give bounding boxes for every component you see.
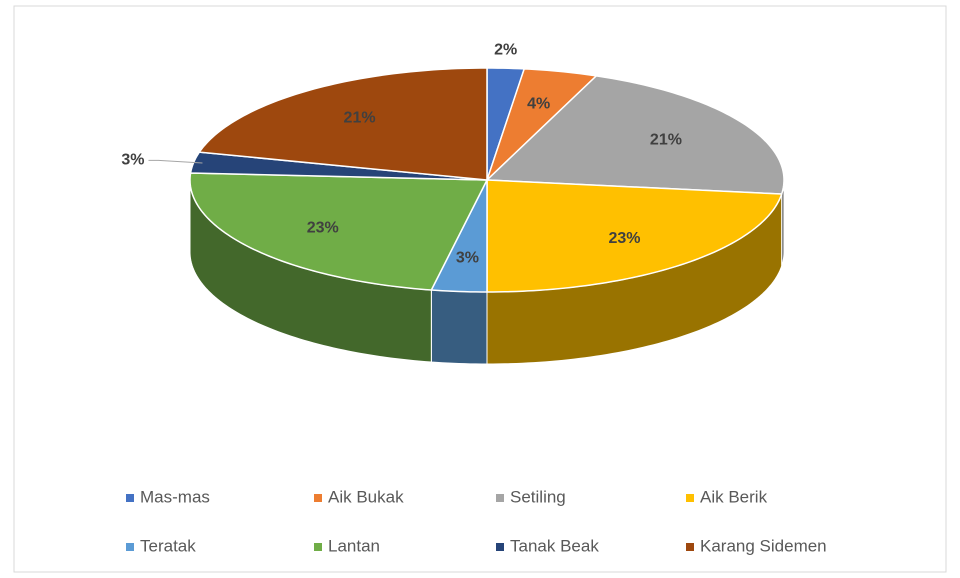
legend-label: Lantan [328, 536, 380, 555]
legend-swatch [686, 494, 694, 502]
data-label: 21% [344, 109, 376, 126]
slice [486, 179, 783, 293]
legend-label: Karang Sidemen [700, 536, 827, 555]
legend-label: Mas-mas [140, 487, 210, 506]
data-label: 4% [527, 95, 550, 112]
legend-swatch [686, 543, 694, 551]
data-label: 23% [608, 230, 640, 247]
slice [189, 172, 489, 291]
legend-swatch [314, 494, 322, 502]
legend-label: Aik Bukak [328, 487, 404, 506]
legend-label: Teratak [140, 536, 196, 555]
data-label: 2% [494, 41, 517, 58]
legend-label: Aik Berik [700, 487, 768, 506]
data-label: 3% [121, 152, 144, 169]
legend-swatch [314, 543, 322, 551]
legend-swatch [496, 543, 504, 551]
legend-swatch [496, 494, 504, 502]
legend-label: Setiling [510, 487, 566, 506]
slice-side [430, 289, 488, 365]
legend-swatch [126, 494, 134, 502]
slice [197, 67, 488, 181]
legend-swatch [126, 543, 134, 551]
data-label: 23% [307, 219, 339, 236]
slice [486, 68, 598, 181]
slice [485, 75, 785, 195]
data-label: 21% [650, 131, 682, 148]
data-label: 3% [456, 249, 479, 266]
leader-line [148, 159, 203, 164]
legend-label: Tanak Beak [510, 536, 599, 555]
